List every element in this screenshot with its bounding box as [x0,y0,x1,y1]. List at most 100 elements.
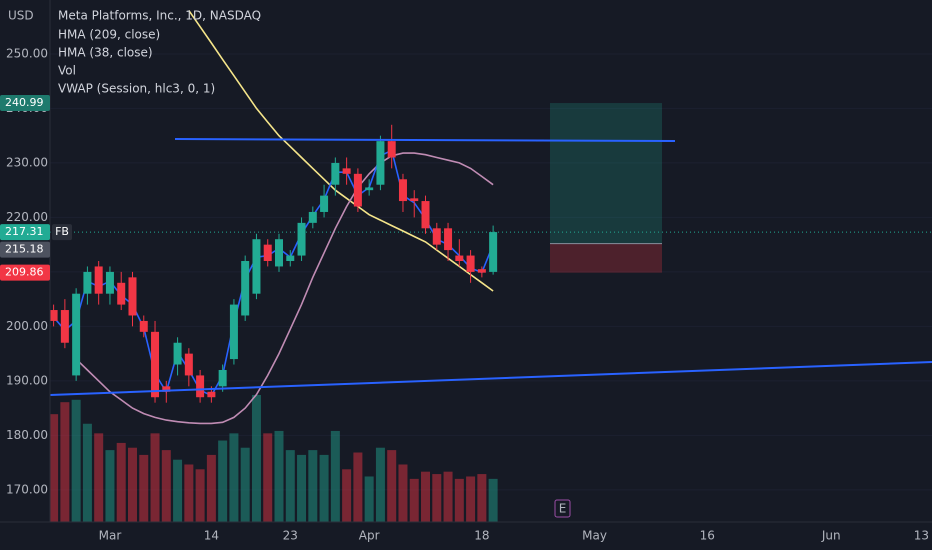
legend-item: HMA (38, close) [58,46,153,60]
currency: USD [8,9,34,23]
x-tick-label: 16 [700,529,715,543]
candle-body [353,173,362,207]
entry-tag [0,241,50,258]
volume-bar [353,452,363,522]
legend-item: HMA (209, close) [58,28,160,42]
y-tick-label: 230.00 [6,155,48,169]
y-tick-label: 250.00 [6,46,48,60]
stop-tag-label: 209.86 [5,266,44,279]
candle-body [365,187,374,191]
volume-bar [263,433,273,522]
candle-body [275,239,283,267]
volume-bar [116,442,126,522]
stop-tag [0,264,50,281]
indicator-line [188,9,494,292]
volume-bar [229,433,239,522]
candle-body [466,255,475,272]
support-line [49,361,932,396]
volume-bar [330,430,340,522]
y-tick-label: 180.00 [6,428,48,442]
candle-body [218,369,227,387]
y-tick-label: 220.00 [6,210,48,224]
candle-body [72,293,81,376]
candle-body [297,222,306,256]
candle-body [444,228,453,251]
volume-bar [71,399,81,522]
volume-bar [285,450,295,522]
volume-bar [297,454,307,522]
candle-body [376,141,385,185]
x-tick-label: 23 [283,529,298,543]
earnings-marker[interactable] [554,499,571,518]
candle-body [128,277,137,316]
volume-bar [195,469,205,522]
y-tick-label: 190.00 [6,373,48,387]
volume-bar [94,433,104,522]
symbol-tag [52,224,72,241]
volume-bar [454,478,464,522]
volume-bar [375,447,385,522]
candle-body [83,271,92,294]
candle-body [387,141,396,158]
legend-item: Vol [58,64,76,78]
candle-body [173,342,182,365]
volume-bar [342,469,352,522]
candle-body [196,375,205,398]
candle-body [331,162,340,185]
candle-body [342,168,351,174]
candle-body [117,282,126,305]
candle-body [252,239,261,294]
x-tick-label: 14 [204,529,219,543]
candle-body [105,271,114,294]
target-tag [0,95,50,112]
volume-bar [319,454,329,522]
indicator-line [75,152,494,425]
stop-zone [550,243,662,273]
volume-bar [466,476,476,522]
candle-body [286,255,295,261]
legend-item: VWAP (Session, hlc3, 0, 1) [58,82,215,96]
target-zone [550,103,662,244]
x-tick-label: 18 [474,529,489,543]
last-price-tag [0,224,50,241]
candle-body [263,244,272,261]
volume-bar [488,478,498,522]
volume-bar [364,476,374,522]
candle-body [241,261,250,316]
volume-bar [127,447,137,522]
candle-body [398,179,407,202]
volume-bar [432,474,442,522]
volume-bar [308,450,318,522]
volume-bar [240,447,250,522]
target-tag-label: 240.99 [5,96,44,109]
candle-body [432,228,441,245]
candle-body [410,198,419,202]
indicator-line [52,149,494,397]
volume-bar [206,454,216,522]
candle-body [320,195,329,212]
y-tick-label: 170.00 [6,482,48,496]
volume-bar [173,459,183,522]
volume-bar [398,464,408,522]
volume-bar [105,450,115,522]
volume-bar [387,450,397,522]
plot [49,9,932,522]
volume-bar [82,423,92,522]
volume-bar [150,433,160,522]
volume-bar [274,430,284,522]
earnings-label: E [559,502,567,516]
volume-bar [251,395,261,522]
candle-body [49,310,58,321]
volume-bar [60,402,70,522]
volume-bar [218,440,228,522]
volume-bar [421,471,431,522]
volume-bar [409,478,419,522]
volume-bar [477,474,487,522]
candle-body [229,304,238,360]
symbol-label: FB [55,225,69,238]
x-tick-label: Apr [359,529,380,543]
candle-body [308,211,317,223]
x-tick-label: Jun [821,529,841,543]
